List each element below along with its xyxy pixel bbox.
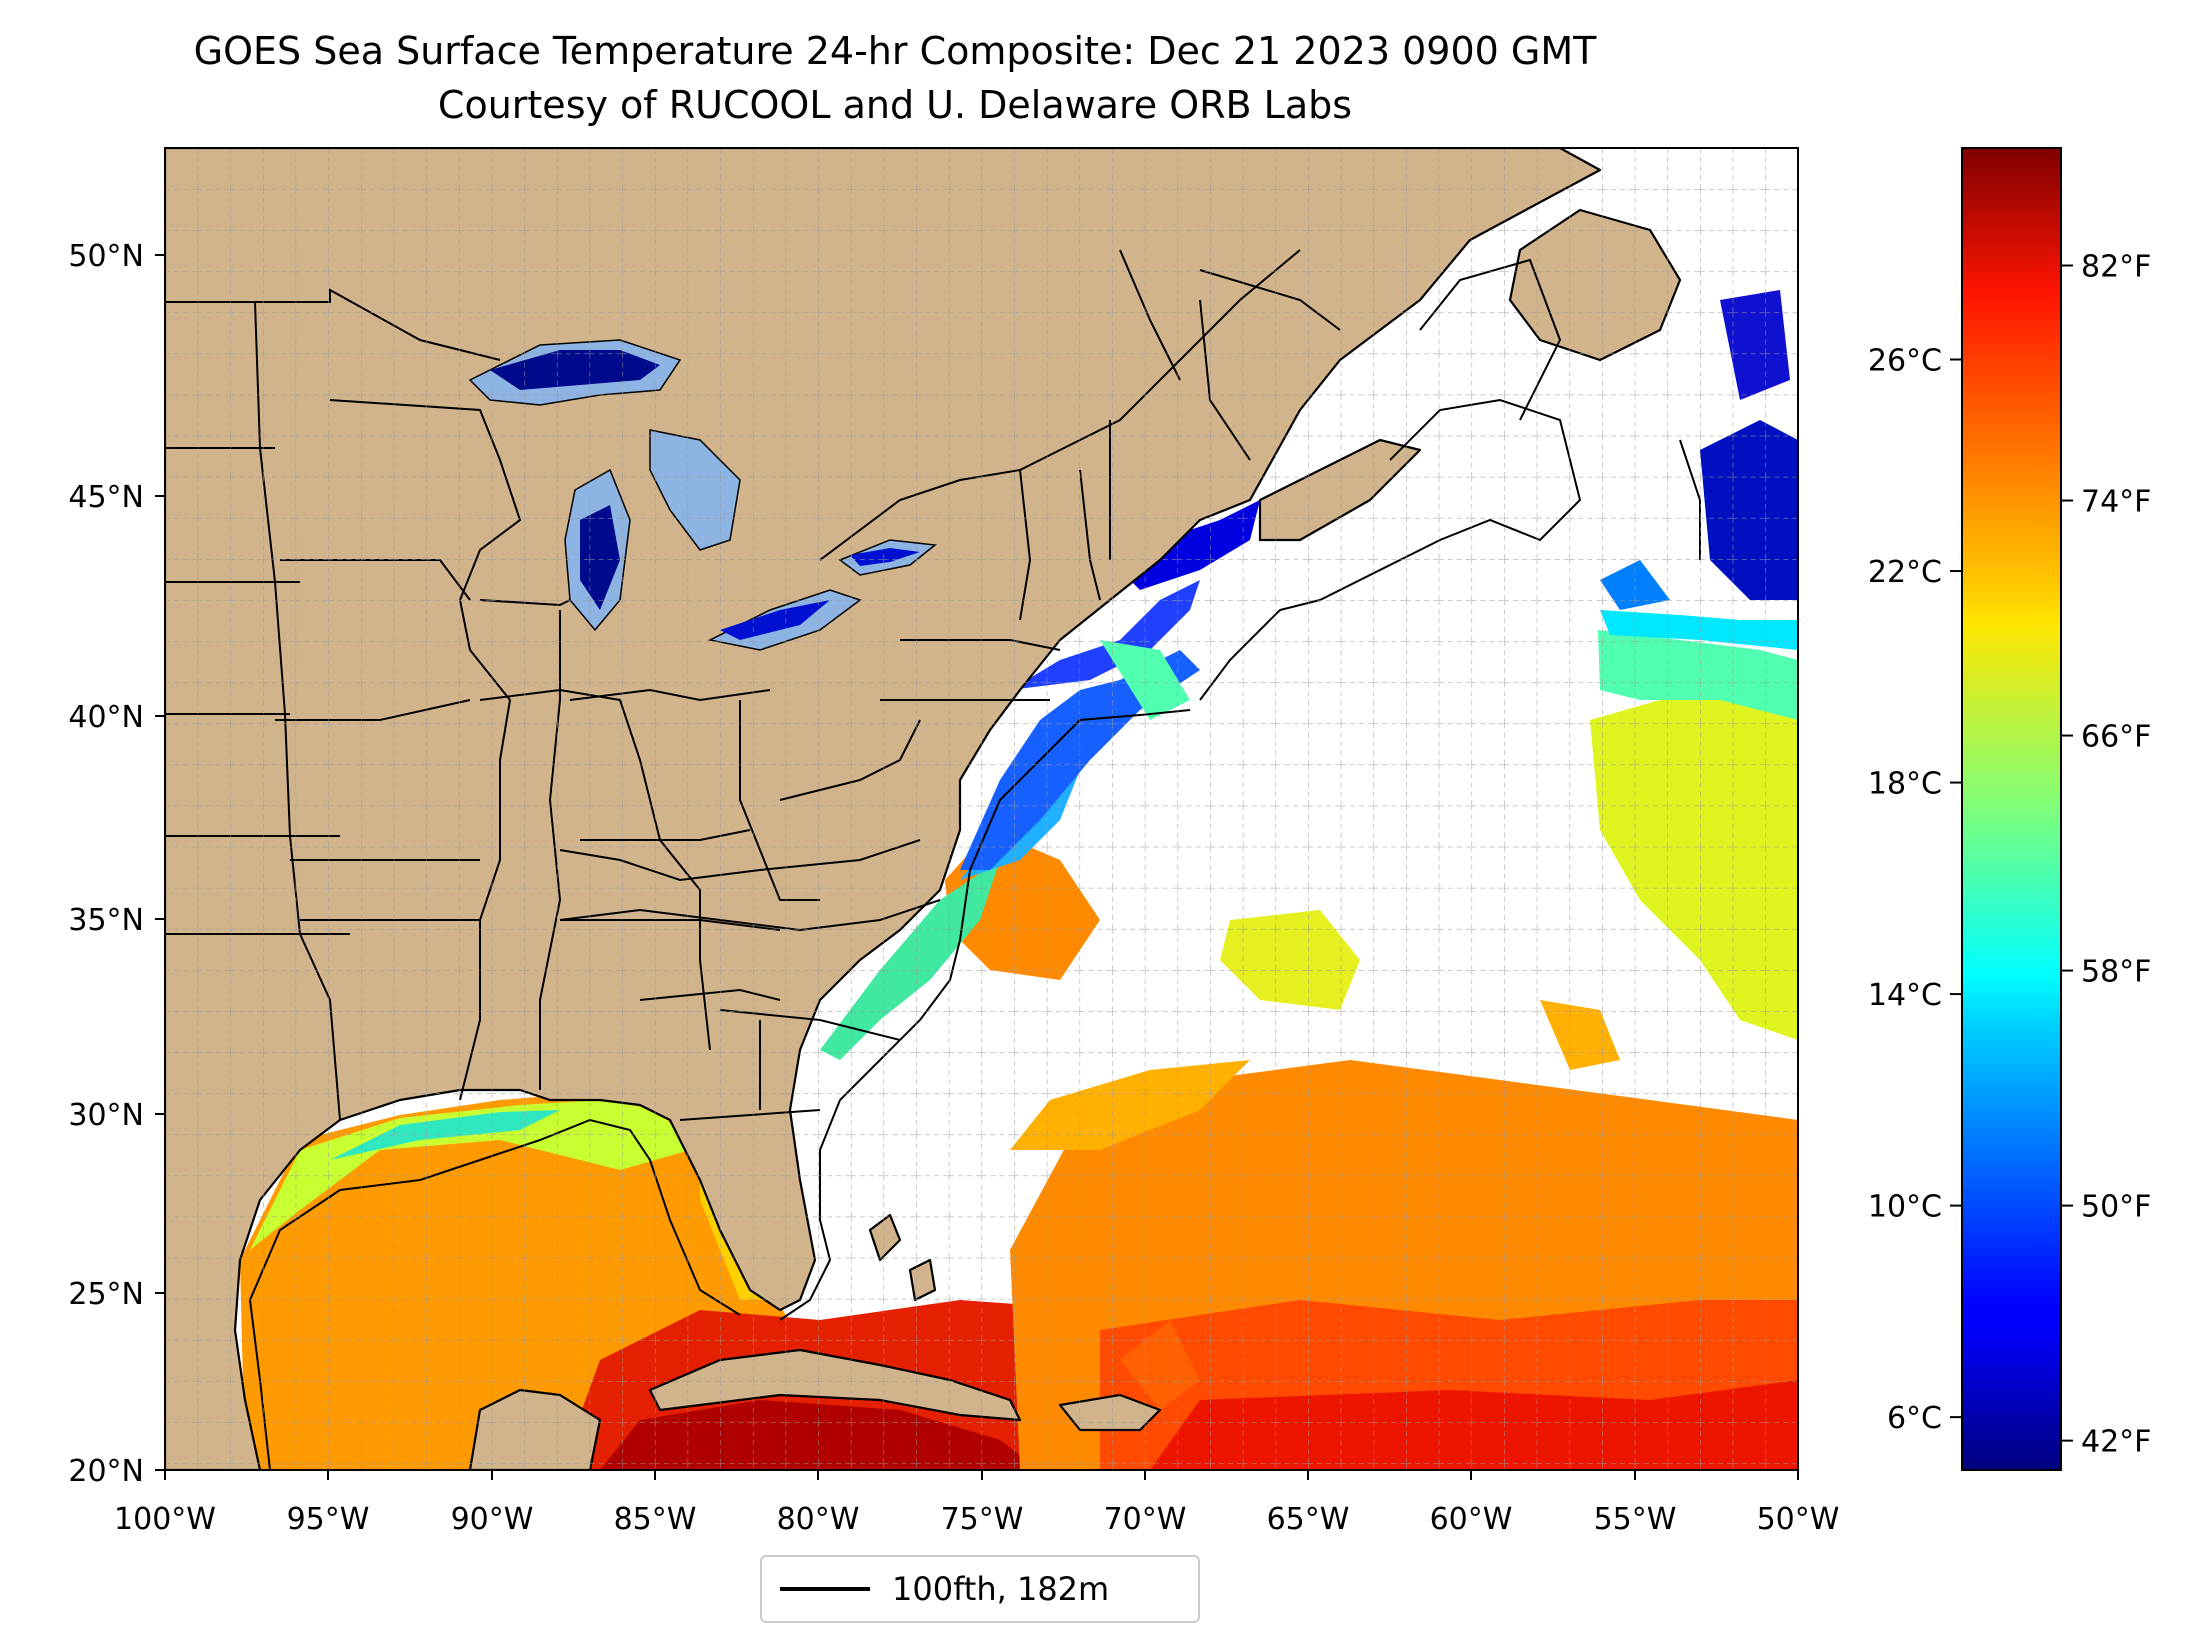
lon-tick-label: 85°W: [614, 1502, 697, 1537]
celsius-tick-label: 18°C: [1868, 767, 1942, 802]
latitude-ticks: 20°N 25°N 30°N 35°N 40°N 45°N 50°N: [68, 239, 165, 1489]
fahrenheit-tick-label: 50°F: [2081, 1190, 2151, 1225]
colorbar: [1961, 147, 2062, 1471]
lon-tick-label: 95°W: [287, 1502, 370, 1537]
lon-tick-label: 65°W: [1267, 1502, 1350, 1537]
fahrenheit-tick-label: 82°F: [2081, 250, 2151, 285]
lon-tick-label: 100°W: [114, 1502, 216, 1537]
lat-tick-label: 25°N: [68, 1277, 144, 1312]
map-legend: 100fth, 182m: [760, 1555, 1200, 1623]
lon-tick-label: 55°W: [1594, 1502, 1677, 1537]
lon-tick-label: 70°W: [1104, 1502, 1187, 1537]
lon-tick-label: 80°W: [777, 1502, 860, 1537]
longitude-ticks: 100°W 95°W 90°W 85°W 80°W 75°W 70°W 65°W…: [114, 1470, 1839, 1537]
celsius-tick-label: 10°C: [1868, 1190, 1942, 1225]
celsius-tick-label: 14°C: [1868, 978, 1942, 1013]
map-title: GOES Sea Surface Temperature 24-hr Compo…: [193, 29, 1597, 73]
lat-tick-label: 30°N: [68, 1098, 144, 1133]
fahrenheit-tick-label: 74°F: [2081, 485, 2151, 520]
colorbar-celsius-axis: 26°C 22°C 18°C 14°C 10°C 6°C: [1868, 344, 1962, 1436]
fahrenheit-tick-label: 58°F: [2081, 955, 2151, 990]
celsius-tick-label: 26°C: [1868, 344, 1942, 379]
lat-tick-label: 20°N: [68, 1454, 144, 1489]
celsius-tick-label: 22°C: [1868, 555, 1942, 590]
celsius-tick-label: 6°C: [1887, 1401, 1942, 1436]
lon-tick-label: 90°W: [451, 1502, 534, 1537]
lon-tick-label: 60°W: [1430, 1502, 1513, 1537]
legend-line-swatch: [780, 1587, 870, 1591]
fahrenheit-tick-label: 42°F: [2081, 1425, 2151, 1460]
lat-tick-label: 40°N: [68, 700, 144, 735]
lon-tick-label: 75°W: [941, 1502, 1024, 1537]
lon-tick-label: 50°W: [1757, 1502, 1840, 1537]
lat-tick-label: 50°N: [68, 239, 144, 274]
lat-tick-label: 35°N: [68, 903, 144, 938]
map-area: [165, 148, 1798, 1470]
lat-tick-label: 45°N: [68, 480, 144, 515]
legend-label: 100fth, 182m: [892, 1570, 1110, 1608]
colorbar-fahrenheit-axis: 82°F 74°F 66°F 58°F 50°F 42°F: [2061, 250, 2151, 1460]
fahrenheit-tick-label: 66°F: [2081, 720, 2151, 755]
map-subtitle: Courtesy of RUCOOL and U. Delaware ORB L…: [437, 83, 1353, 127]
